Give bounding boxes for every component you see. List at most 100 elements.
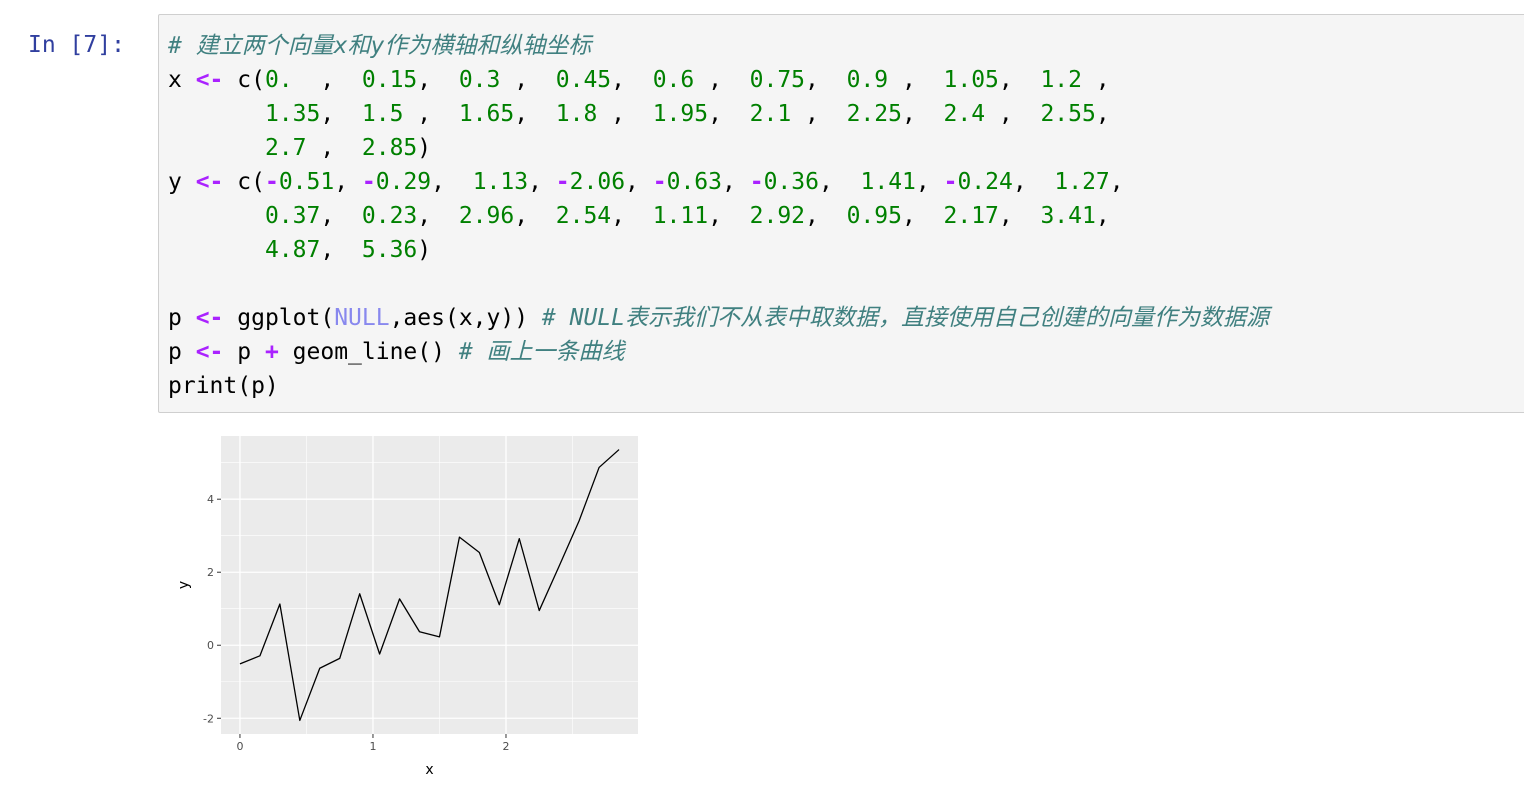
y-axis-title: y: [176, 581, 192, 589]
code-line: p <- p + geom_line() # 画上一条曲线: [168, 335, 1269, 369]
code-token-op: -: [555, 169, 570, 195]
code-token-op: -: [652, 169, 667, 195]
code-token-text: ,: [514, 67, 556, 93]
code-line: 2.7 , 2.85): [168, 131, 1269, 165]
code-token-text: ,: [805, 67, 847, 93]
code-token-op: +: [264, 339, 279, 365]
code-token-text: ,: [708, 101, 750, 127]
code-token-op: <-: [195, 169, 224, 195]
code-token-text: ,: [611, 203, 653, 229]
x-tick-label: 0: [236, 740, 243, 753]
code-token-num: 1.41: [860, 169, 916, 195]
code-token-num: 1.95: [652, 101, 709, 127]
code-token-num: 1.13: [472, 169, 529, 195]
code-token-num: 2.85: [361, 135, 418, 161]
code-line: # 建立两个向量x和y作为横轴和纵轴坐标: [168, 29, 1269, 63]
code-line: [168, 267, 1269, 301]
code-token-num: 2.96: [458, 203, 515, 229]
code-token-num: 0.15: [361, 67, 418, 93]
x-tick-label: 2: [502, 740, 509, 753]
x-axis-title: x: [425, 762, 433, 778]
code-token-op: -: [264, 169, 279, 195]
code-token-text: p: [223, 339, 265, 365]
code-token-text: p: [168, 339, 196, 365]
code-token-text: ,: [915, 169, 944, 195]
code-token-num: 2.06: [569, 169, 626, 195]
code-token-num: 1.27: [1054, 169, 1110, 195]
code-token-text: ,: [998, 67, 1041, 93]
code-token-text: ,: [818, 169, 861, 195]
code-token-text: ,: [708, 203, 750, 229]
data-series-line: [239, 449, 620, 722]
code-token-text: ,: [805, 101, 847, 127]
code-token-op: -: [749, 169, 764, 195]
code-token-num: 1.2: [1040, 67, 1096, 93]
code-token-text: ,: [417, 203, 459, 229]
code-token-text: c(: [223, 67, 265, 93]
code-token-text: ,: [417, 67, 459, 93]
code-token-num: 0.: [264, 67, 321, 93]
code-token-text: ,: [901, 67, 944, 93]
code-line: 0.37, 0.23, 2.96, 2.54, 1.11, 2.92, 0.95…: [168, 199, 1269, 233]
code-token-text: x: [168, 67, 196, 93]
code-token-text: ggplot(: [223, 305, 335, 331]
code-token-text: ,: [1109, 169, 1124, 195]
code-token-text: [168, 101, 265, 127]
code-token-num: 1.05: [943, 67, 999, 93]
code-token-op: -: [943, 169, 958, 195]
code-token-text: p: [168, 305, 196, 331]
code-token-op: -: [361, 169, 376, 195]
code-token-num: 2.55: [1040, 101, 1096, 127]
code-token-text: ,: [1095, 101, 1110, 127]
cell-prompt: In [7]:: [28, 32, 125, 58]
code-token-text: ,: [528, 169, 556, 195]
code-token-num: 1.65: [458, 101, 515, 127]
code-token-num: 0.37: [264, 203, 321, 229]
code-token-comment: # 建立两个向量x和y作为横轴和纵轴坐标: [168, 33, 592, 59]
code-line: 4.87, 5.36): [168, 233, 1269, 267]
code-token-num: 0.95: [846, 203, 902, 229]
code-token-text: geom_line(): [278, 339, 459, 365]
code-token-num: 0.9: [846, 67, 902, 93]
code-token-const: NULL: [334, 305, 390, 331]
y-tick-label: 2: [207, 566, 214, 579]
code-token-op: <-: [195, 339, 224, 365]
code-token-text: ,: [625, 169, 653, 195]
code-token-text: ,: [431, 169, 473, 195]
code-token-text: ,: [334, 169, 362, 195]
x-tick-label: 1: [369, 740, 376, 753]
code-token-text: ,: [320, 135, 362, 161]
code-token-num: 2.4: [943, 101, 999, 127]
code-token-text: print(p): [168, 373, 279, 399]
code-token-text: ,: [901, 203, 944, 229]
code-token-text: ,: [901, 101, 944, 127]
code-token-op: <-: [195, 67, 224, 93]
code-token-text: ): [417, 237, 432, 263]
code-token-text: ,: [611, 67, 653, 93]
code-editor[interactable]: # 建立两个向量x和y作为横轴和纵轴坐标 x <- c(0. , 0.15, 0.…: [168, 29, 1269, 403]
code-token-num: 3.41: [1040, 203, 1096, 229]
cell-output: 0 1 2 -2 0 2 4 x y: [166, 430, 646, 782]
code-token-text: [168, 203, 265, 229]
y-tick-label: 4: [207, 493, 214, 506]
code-token-num: 0.6: [652, 67, 709, 93]
code-cell-input[interactable]: # 建立两个向量x和y作为横轴和纵轴坐标 x <- c(0. , 0.15, 0.…: [158, 14, 1524, 413]
code-token-num: 1.11: [652, 203, 709, 229]
code-token-text: ,: [722, 169, 750, 195]
y-tick-label: 0: [207, 639, 214, 652]
code-line: y <- c(-0.51, -0.29, 1.13, -2.06, -0.63,…: [168, 165, 1269, 199]
code-token-text: c(: [223, 169, 265, 195]
code-token-text: ): [417, 135, 432, 161]
code-token-comment: # 画上一条曲线: [458, 339, 625, 365]
code-token-comment: # NULL表示我们不从表中取数据，直接使用自己创建的向量作为数据源: [541, 305, 1269, 331]
code-token-num: 0.63: [666, 169, 722, 195]
code-token-num: 0.75: [749, 67, 806, 93]
code-token-num: 0.24: [957, 169, 1013, 195]
code-token-num: 0.29: [375, 169, 432, 195]
code-token-text: [168, 135, 265, 161]
code-token-num: 2.92: [749, 203, 806, 229]
code-token-text: ,: [514, 101, 556, 127]
line-plot: 0 1 2 -2 0 2 4 x y: [176, 436, 638, 778]
code-token-text: ,: [320, 101, 362, 127]
code-token-num: 2.7: [264, 135, 321, 161]
